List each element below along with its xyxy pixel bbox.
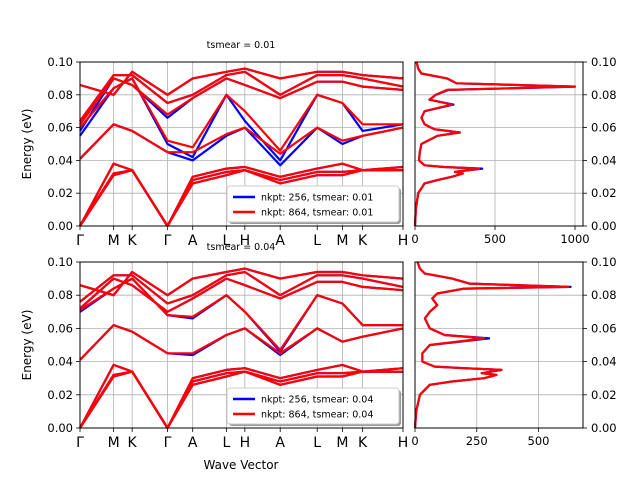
x-tick-label: 500 [528,434,550,448]
y-tick-label: 0.08 [591,288,617,302]
band-line [79,324,404,361]
y-tick-label: 0.02 [47,186,73,200]
band-line [79,267,404,297]
y-tick-label: 0.00 [591,421,617,435]
x-tick-label: Γ [76,435,84,451]
chart-title-bottom: tsmear = 0.04 [207,242,276,253]
y-tick-label: 0.00 [47,421,73,435]
y-tick-label: 0.04 [47,355,73,369]
x-tick-label: M [336,435,348,451]
plot-frame [414,261,584,429]
x-tick-label: Γ [76,233,84,249]
y-tick-label: 0.00 [591,219,617,233]
x-tick-label: L [313,233,321,249]
legend-box [226,185,400,223]
y-tick-label: 0.10 [47,55,73,69]
band-structure-plot-bottom: 0.000.020.040.060.080.10Γ M K Γ A L H A L M K Hnkpt… [47,255,408,451]
x-tick-label: A [188,233,198,249]
legend-box [226,387,400,425]
y-tick-label: 0.04 [47,153,73,167]
x-tick-label: K [128,233,138,249]
y-tick-label: 0.08 [47,288,73,302]
band-line [79,370,403,430]
y-axis-label-bottom: Energy (eV) [20,310,34,381]
x-tick-label: H [240,435,251,451]
x-tick-label: 0 [411,434,418,448]
x-tick-label: M [108,233,120,249]
y-tick-label: 0.06 [591,321,617,335]
y-tick-label: 0.06 [591,121,617,135]
x-tick-label: K [128,435,138,451]
y-tick-label: 0.06 [47,321,73,335]
x-tick-label: 250 [466,434,488,448]
y-tick-label: 0.06 [47,121,73,135]
x-tick-label: 0 [411,232,418,246]
x-tick-label: K [358,233,368,249]
x-tick-label: Γ [164,435,172,451]
plot-frame [414,61,584,227]
band-structure-plot-top: 0.000.020.040.060.080.10Γ M K Γ A L H A L M K Hnkpt… [47,55,408,249]
legend-entry: nkpt: 864, tsmear: 0.01 [261,208,373,219]
x-tick-label: A [275,435,285,451]
dos-plot-bottom: 0.00 0.02 0.04 0.06 0.08 0.10 0 250 500 [411,255,616,448]
x-tick-label: M [336,233,348,249]
y-tick-label: 0.04 [591,355,617,369]
x-tick-label: 1000 [560,232,589,246]
y-tick-label: 0.04 [591,153,617,167]
y-tick-label: 0.08 [591,88,617,102]
x-tick-label: K [358,435,368,451]
x-axis-label: Wave Vector [204,458,279,472]
x-tick-label: H [398,435,409,451]
dos-line [413,261,570,429]
band-line [79,77,403,152]
legend-entry: nkpt: 256, tsmear: 0.01 [261,193,373,204]
y-tick-label: 0.10 [591,255,617,269]
chart-title-top: tsmear = 0.01 [207,40,276,51]
band-line [79,162,404,228]
legend-entry: nkpt: 864, tsmear: 0.04 [261,410,373,421]
x-tick-label: A [275,233,285,249]
y-axis-label-top: Energy (eV) [20,109,34,180]
band-line [79,277,403,352]
x-tick-label: H [240,233,251,249]
band-line [79,363,404,430]
band-line [79,67,404,96]
y-tick-label: 0.10 [47,255,73,269]
x-tick-label: A [188,435,198,451]
y-tick-label: 0.00 [47,219,73,233]
y-tick-label: 0.02 [591,388,617,402]
x-tick-label: L [222,435,230,451]
x-tick-label: L [313,435,321,451]
band-line [79,277,404,313]
band-line [79,123,404,160]
plot-frame [79,61,404,227]
x-tick-label: L [222,233,230,249]
x-tick-label: Γ [164,233,172,249]
y-tick-label: 0.02 [591,186,617,200]
x-tick-label: M [108,435,120,451]
band-line [79,169,403,228]
x-tick-label: 500 [484,232,506,246]
x-tick-label: H [398,233,409,249]
y-tick-label: 0.02 [47,388,73,402]
legend-entry: nkpt: 256, tsmear: 0.04 [261,395,373,406]
dos-line [413,61,577,227]
y-tick-label: 0.10 [591,55,617,69]
plot-frame [79,261,404,429]
y-tick-label: 0.08 [47,88,73,102]
band-line [79,77,404,125]
dos-plot-top: 0.00 0.02 0.04 0.06 0.08 0.10 0 500 1000 [411,55,616,246]
